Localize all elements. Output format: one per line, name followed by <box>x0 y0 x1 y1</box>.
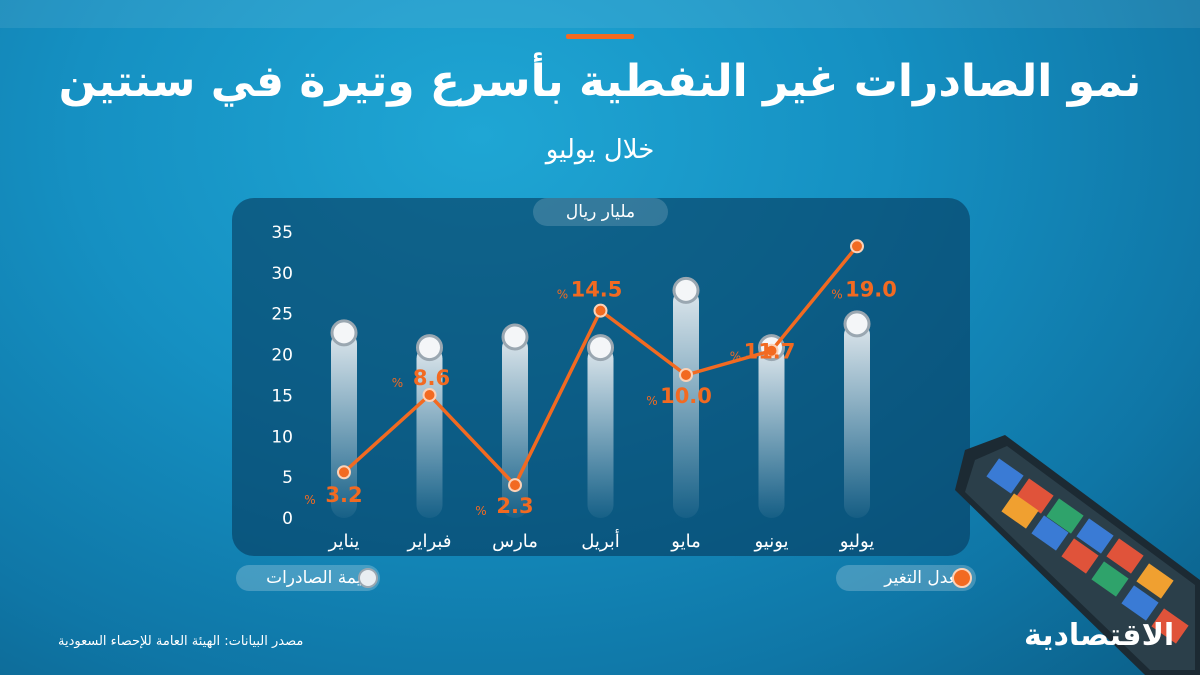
x-tick-label: فبراير <box>407 531 452 552</box>
y-tick-label: 0 <box>282 509 293 529</box>
line-data-label-unit: % <box>557 288 568 302</box>
line-point <box>337 465 351 480</box>
bar-cap <box>843 310 871 338</box>
line-point <box>422 388 437 403</box>
legend-line-label: معدل التغير <box>884 568 966 588</box>
x-tick-label: يناير <box>328 531 360 552</box>
line-point <box>850 239 864 254</box>
line-data-label: 19.0 <box>845 277 897 301</box>
x-tick-label: مارس <box>492 531 538 552</box>
line-point <box>679 368 693 382</box>
line-data-label: 2.3 <box>496 494 533 518</box>
line-point <box>593 303 608 318</box>
bar-cap <box>416 334 443 362</box>
y-tick-label: 10 <box>271 427 293 447</box>
line-data-label-unit: % <box>304 493 315 507</box>
title-accent-bar <box>566 34 634 39</box>
bar <box>844 321 870 518</box>
line-data-label-unit: % <box>392 376 403 390</box>
bar <box>758 345 785 518</box>
bar <box>587 345 614 518</box>
chart-subtitle: خلال يوليو <box>545 135 655 165</box>
line-data-label-unit: % <box>831 287 842 301</box>
line-data-label: 10.0 <box>660 384 712 408</box>
y-tick-label: 35 <box>271 223 293 243</box>
line-data-label: 8.6 <box>413 366 450 390</box>
bar-cap <box>672 276 700 304</box>
bar <box>673 288 699 518</box>
line-data-label: 3.2 <box>325 483 362 507</box>
y-tick-label: 20 <box>271 346 293 366</box>
x-tick-label: يوليو <box>839 531 875 552</box>
legend-bars-label: قيمة الصادرات <box>266 568 370 588</box>
x-tick-label: أبريل <box>581 529 620 552</box>
line-data-label-unit: % <box>475 504 486 518</box>
legend-bars-swatch <box>358 568 378 588</box>
bar <box>416 345 443 518</box>
ship-illustration <box>955 435 1200 675</box>
publisher-logo: الاقتصادية <box>1024 618 1175 653</box>
legend-line-swatch <box>952 568 972 588</box>
line-data-label: 11.7 <box>744 340 796 364</box>
legend-line: معدل التغير <box>836 565 976 591</box>
y-tick-label: 15 <box>271 386 293 406</box>
y-tick-label: 30 <box>271 264 293 284</box>
y-tick-label: 5 <box>282 468 293 488</box>
data-source: مصدر البيانات: الهيئة العامة للإحصاء الس… <box>58 634 304 649</box>
unit-label: مليار ريال <box>533 198 668 226</box>
x-tick-label: مايو <box>670 531 700 552</box>
line-point <box>764 343 779 358</box>
bar-cap <box>587 334 614 362</box>
line-data-label-unit: % <box>730 350 741 364</box>
line-point <box>508 478 522 493</box>
legend-bars: قيمة الصادرات <box>236 565 380 591</box>
line-data-label-unit: % <box>646 394 657 408</box>
bar-cap <box>501 323 529 351</box>
bar-cap <box>330 319 358 347</box>
chart-title: نمو الصادرات غير النفطية بأسرع وتيرة في … <box>58 56 1142 107</box>
x-tick-label: يونيو <box>753 531 788 552</box>
line-data-label: 14.5 <box>571 278 623 302</box>
y-tick-label: 25 <box>271 305 293 325</box>
